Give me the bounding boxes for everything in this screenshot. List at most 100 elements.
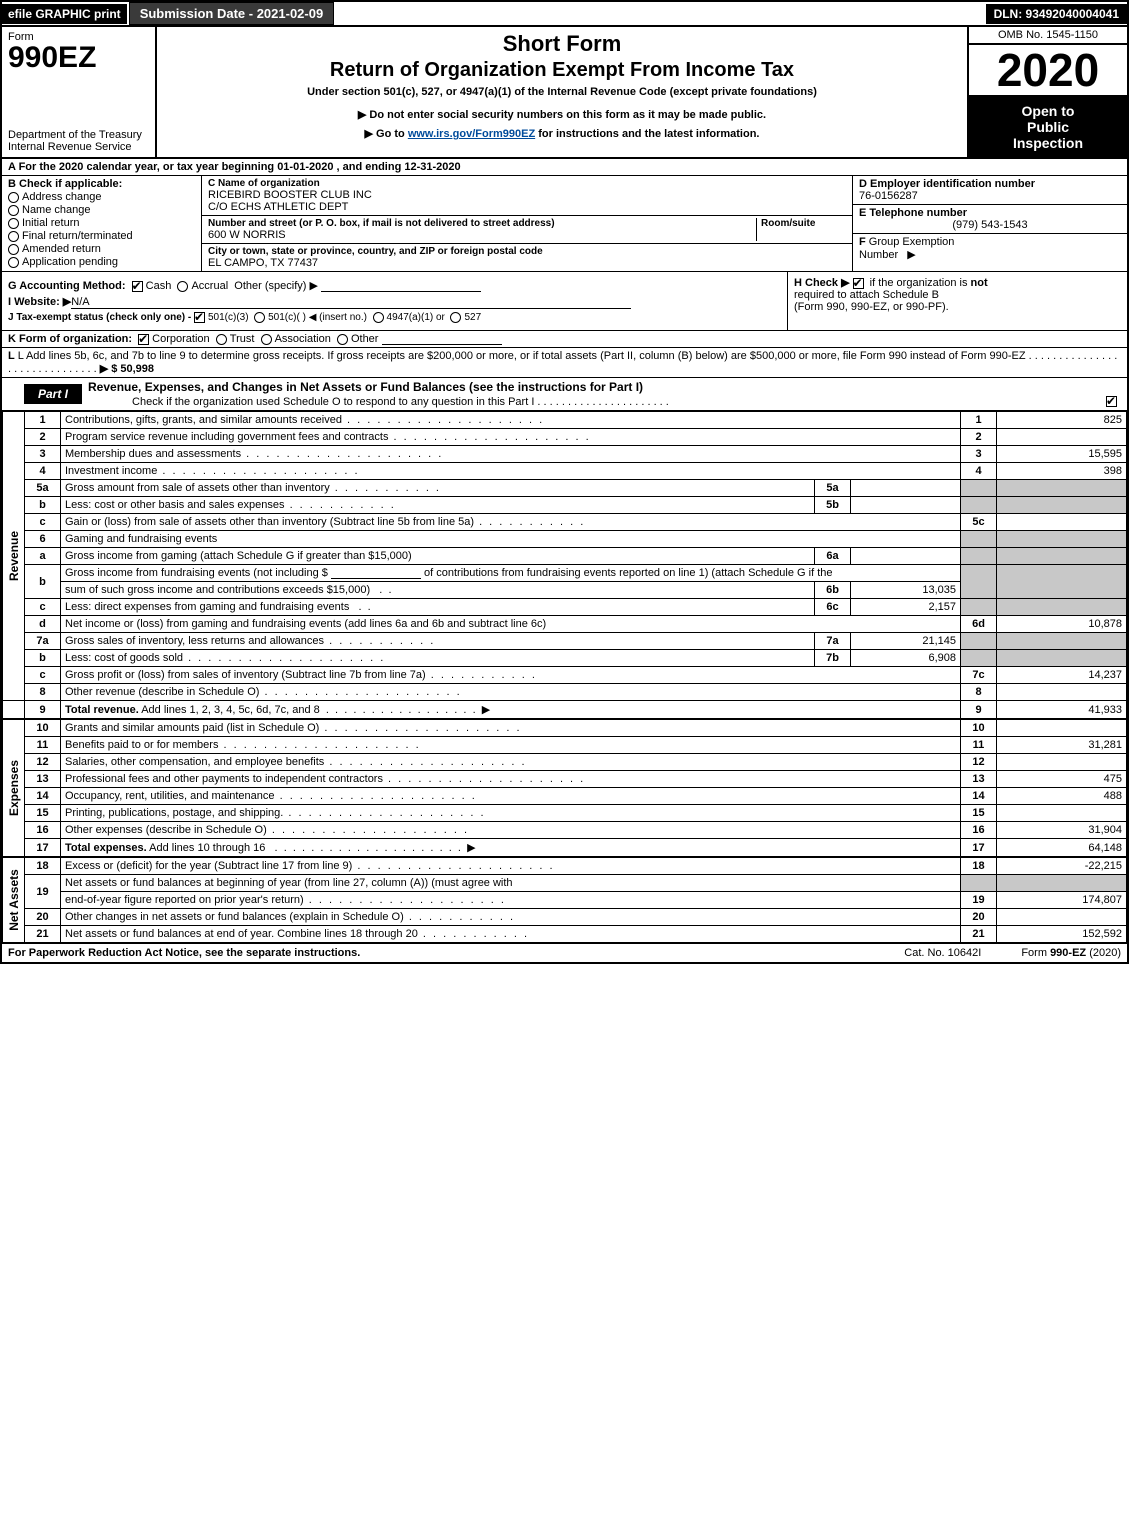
cb-amended[interactable]: Amended return	[8, 243, 195, 255]
ln15-ov	[997, 805, 1127, 822]
ln6a-grey2	[997, 548, 1127, 565]
c-room-label: Room/suite	[761, 218, 846, 229]
open-public-inspection: Open to Public Inspection	[969, 97, 1127, 157]
ln20-ov	[997, 909, 1127, 926]
ln7b-desc: Less: cost of goods sold	[61, 650, 815, 667]
ln10-desc: Grants and similar amounts paid (list in…	[61, 720, 961, 737]
ln17-desc: Total expenses. Add lines 10 through 16 …	[61, 839, 961, 857]
ln13-num: 13	[25, 771, 61, 788]
ln21-num: 21	[25, 926, 61, 943]
cb-h[interactable]	[853, 278, 864, 289]
c-city-value: EL CAMPO, TX 77437	[208, 257, 846, 269]
ln19-on: 19	[961, 892, 997, 909]
cb-527[interactable]	[450, 312, 461, 323]
cb-accrual[interactable]	[177, 281, 188, 292]
i-website: I Website: ▶N/A	[8, 295, 781, 309]
ln6d-num: d	[25, 616, 61, 633]
ln18-on: 18	[961, 858, 997, 875]
ln5c-num: c	[25, 514, 61, 531]
e-tel-value: (979) 543-1543	[859, 219, 1121, 231]
ln7b-grey	[961, 650, 997, 667]
ln21-desc: Net assets or fund balances at end of ye…	[61, 926, 961, 943]
ln5c-on: 5c	[961, 514, 997, 531]
irs-link[interactable]: www.irs.gov/Form990EZ	[408, 128, 535, 140]
part1-tag: Part I	[24, 384, 82, 404]
cb-4947[interactable]	[373, 312, 384, 323]
ln7a-iv: 21,145	[851, 633, 961, 650]
form-header: Form 990EZ Department of the Treasury In…	[2, 27, 1127, 159]
ln2-num: 2	[25, 429, 61, 446]
ln5b-iv	[851, 497, 961, 514]
ln16-desc: Other expenses (describe in Schedule O)	[61, 822, 961, 839]
ln19-ov: 174,807	[997, 892, 1127, 909]
ln14-num: 14	[25, 788, 61, 805]
ln5a-grey	[961, 480, 997, 497]
e-tel-label: E Telephone number	[859, 207, 1121, 219]
cb-501c3[interactable]	[194, 312, 205, 323]
ln5b-num: b	[25, 497, 61, 514]
ln19-desc1: Net assets or fund balances at beginning…	[61, 875, 961, 892]
part1-header: Part I Revenue, Expenses, and Changes in…	[2, 378, 1127, 411]
tax-year: 2020	[969, 45, 1127, 97]
cb-501c[interactable]	[254, 312, 265, 323]
cb-app-pending[interactable]: Application pending	[8, 256, 195, 268]
c-addr-value: 600 W NORRIS	[208, 229, 756, 241]
efile-print-button[interactable]: efile GRAPHIC print	[2, 4, 127, 24]
part1-title: Revenue, Expenses, and Changes in Net As…	[82, 378, 1127, 396]
ln20-desc: Other changes in net assets or fund bala…	[61, 909, 961, 926]
ln6d-ov: 10,878	[997, 616, 1127, 633]
cb-trust[interactable]	[216, 334, 227, 345]
ln21-on: 21	[961, 926, 997, 943]
ln11-num: 11	[25, 737, 61, 754]
cb-corp[interactable]	[138, 334, 149, 345]
ln17-ov: 64,148	[997, 839, 1127, 857]
ln4-on: 4	[961, 463, 997, 480]
cb-assoc[interactable]	[261, 334, 272, 345]
ln6c-grey	[961, 599, 997, 616]
ln6a-in: 6a	[815, 548, 851, 565]
ln8-ov	[997, 684, 1127, 701]
ln11-ov: 31,281	[997, 737, 1127, 754]
c-name-value: RICEBIRD BOOSTER CLUB INC	[208, 189, 846, 201]
ln3-num: 3	[25, 446, 61, 463]
ln10-on: 10	[961, 720, 997, 737]
cb-final-return[interactable]: Final return/terminated	[8, 230, 195, 242]
cb-address-change[interactable]: Address change	[8, 191, 195, 203]
ln17-on: 17	[961, 839, 997, 857]
form-number: 990EZ	[8, 43, 149, 73]
no-ssn-warning: ▶ Do not enter social security numbers o…	[163, 108, 961, 121]
ln1-ov: 825	[997, 412, 1127, 429]
cb-cash[interactable]	[132, 281, 143, 292]
ln18-desc: Excess or (deficit) for the year (Subtra…	[61, 858, 961, 875]
ln4-ov: 398	[997, 463, 1127, 480]
ln3-ov: 15,595	[997, 446, 1127, 463]
form-container: efile GRAPHIC print Submission Date - 20…	[0, 0, 1129, 964]
col-b-checkboxes: B Check if applicable: Address change Na…	[2, 176, 202, 271]
col-def: D Employer identification number 76-0156…	[852, 176, 1127, 271]
cb-name-change[interactable]: Name change	[8, 204, 195, 216]
ln7a-grey2	[997, 633, 1127, 650]
ln13-on: 13	[961, 771, 997, 788]
h-check: H Check ▶ if the organization is not req…	[787, 272, 1127, 330]
ln11-on: 11	[961, 737, 997, 754]
ln6a-desc: Gross income from gaming (attach Schedul…	[61, 548, 815, 565]
return-title: Return of Organization Exempt From Incom…	[163, 59, 961, 82]
ln15-num: 15	[25, 805, 61, 822]
side-revenue: Revenue	[3, 412, 25, 701]
ln19-grey2	[997, 875, 1127, 892]
ln7a-in: 7a	[815, 633, 851, 650]
cb-other-org[interactable]	[337, 334, 348, 345]
ln5c-ov	[997, 514, 1127, 531]
form-no: Form 990-EZ (2020)	[1021, 947, 1121, 959]
ln16-on: 16	[961, 822, 997, 839]
cb-initial-return[interactable]: Initial return	[8, 217, 195, 229]
gih-row: G Accounting Method: Cash Accrual Other …	[2, 272, 1127, 331]
d-ein-value: 76-0156287	[859, 190, 1121, 202]
d-ein-label: D Employer identification number	[859, 178, 1121, 190]
cb-schedule-o[interactable]	[1106, 396, 1117, 407]
header-center: Short Form Return of Organization Exempt…	[157, 27, 967, 157]
ln7b-iv: 6,908	[851, 650, 961, 667]
ln5b-in: 5b	[815, 497, 851, 514]
ln6b-desc3: sum of such gross income and contributio…	[61, 582, 815, 599]
ln9-on: 9	[961, 701, 997, 719]
